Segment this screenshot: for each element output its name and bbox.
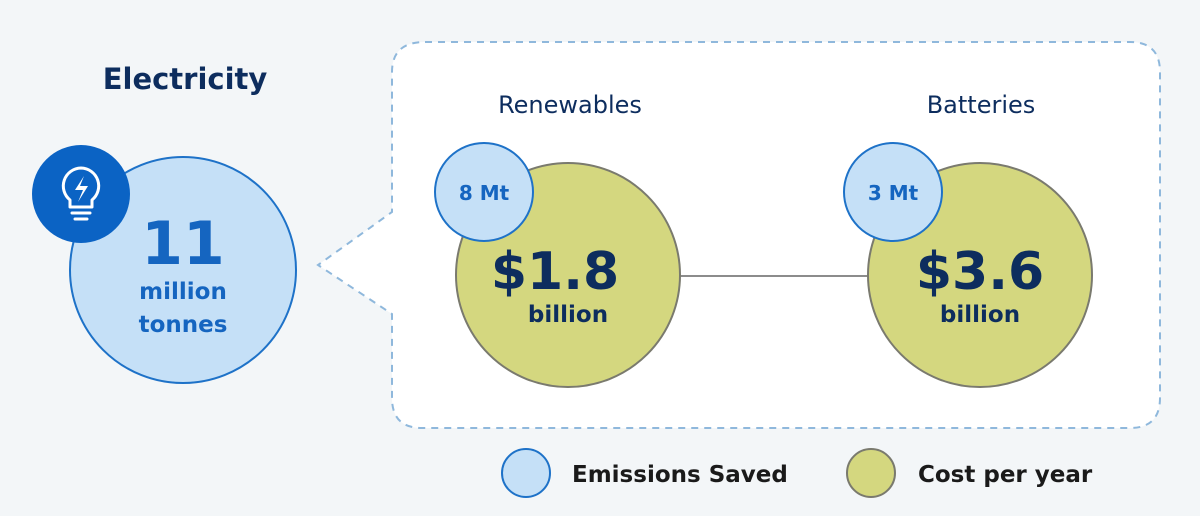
sector-title: Electricity (103, 62, 268, 96)
legend-label-cost: Cost per year (918, 462, 1093, 488)
cost-value-batteries: $3.6 (916, 242, 1044, 302)
emissions-value-batteries: 3 Mt (868, 181, 919, 205)
cost-unit-renewables: billion (528, 302, 608, 328)
emissions-circle-renewables (434, 142, 534, 242)
total-emissions-value: 11 (141, 209, 225, 279)
legend: Emissions Saved Cost per year (501, 448, 1093, 498)
emissions-value-renewables: 8 Mt (459, 181, 510, 205)
legend-swatch-cost (846, 448, 896, 498)
cost-unit-batteries: billion (940, 302, 1020, 328)
total-emissions-unit-line1: million (139, 279, 227, 305)
item-label-batteries: Batteries (927, 91, 1036, 119)
legend-label-emissions: Emissions Saved (572, 462, 788, 488)
total-emissions-unit-line2: tonnes (139, 312, 228, 338)
legend-swatch-emissions (501, 448, 551, 498)
item-label-renewables: Renewables (498, 91, 642, 119)
lightbulb-bolt-icon (32, 145, 130, 243)
total-emissions-circle (69, 156, 297, 384)
cost-value-renewables: $1.8 (491, 242, 619, 302)
emissions-circle-batteries (843, 142, 943, 242)
